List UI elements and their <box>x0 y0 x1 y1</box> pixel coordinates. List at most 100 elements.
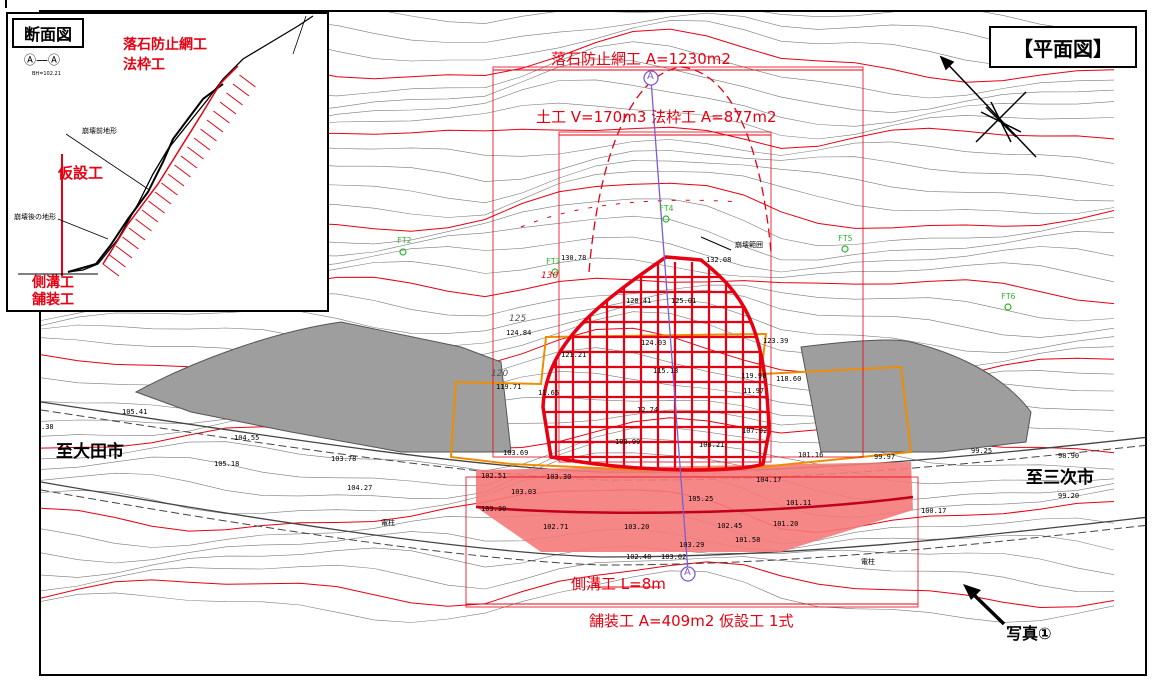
before-collapse-profile <box>67 15 314 273</box>
section-hatch-line <box>193 137 211 151</box>
section-label-temp: 仮設工 <box>58 164 104 182</box>
paving-area <box>476 462 913 552</box>
after-pointer <box>57 218 109 240</box>
section-hatch-line <box>226 92 243 106</box>
section-hatch-line <box>161 182 178 196</box>
section-sub: BH=102.21 <box>32 71 61 77</box>
elevation-label: 119.90 <box>741 372 767 380</box>
corner-tick <box>5 0 7 8</box>
elevation-label: 107.92 <box>742 427 768 435</box>
elevation-label: 104.55 <box>234 434 260 442</box>
gray-slope-area-right <box>800 339 1032 453</box>
road-edge-lower <box>41 481 1145 558</box>
elevation-label: 104.17 <box>756 476 782 484</box>
pin-label: FT2 <box>397 236 412 245</box>
section-marker-top-label: A <box>647 71 654 82</box>
pole-label: 電柱 <box>381 519 395 527</box>
section-label-before: 崩壊前地形 <box>82 127 117 135</box>
section-hatch-line <box>141 209 159 223</box>
elevation-label: 103.29 <box>679 541 705 549</box>
section-hatch-line <box>115 245 133 259</box>
section-hatch-line <box>174 164 191 178</box>
after-collapse-profile <box>67 83 224 273</box>
elevation-label: 99.97 <box>874 453 896 461</box>
elevation-label: 105.18 <box>214 460 240 468</box>
paving-label: 舗装工 A=409m2 仮設工 1式 <box>589 612 794 630</box>
elevation-label: 115.13 <box>653 367 679 375</box>
road-edge-lower-2 <box>41 489 1145 566</box>
elevation-label: 103.69 <box>503 449 529 457</box>
elevation-label: 98.90 <box>1058 452 1080 460</box>
elevation-label: 124.84 <box>506 329 532 337</box>
section-label-frame: 法枠工 <box>123 57 165 73</box>
section-marker-bottom-label: A <box>684 567 691 578</box>
section-inset: 断面図 Ⓐ—Ⓐ BH=102.21 落石防止網工 法枠工 崩壊前地形 仮設工 崩… <box>6 12 329 312</box>
pole-label: 電柱 <box>861 558 875 566</box>
plan-view-frame: 【平面図】 落石防止網工 A=1230m2 土工 V=170m3 法枠工 A=8… <box>39 10 1147 676</box>
elevation-label: 101.58 <box>735 536 761 544</box>
collapse-ticks <box>520 199 742 228</box>
elevation-label: 118.60 <box>776 375 802 383</box>
elevation-label: 105.25 <box>688 495 714 503</box>
elevation-label: 12.74 <box>637 406 659 414</box>
section-label-after: 崩壊後の地形 <box>14 213 56 221</box>
pin-label: FT6 <box>1001 292 1016 301</box>
contour-line <box>41 570 1115 623</box>
elevation-label: 101.16 <box>798 451 824 459</box>
collapse-pointer <box>700 236 732 251</box>
section-hatch-line <box>135 218 152 232</box>
section-net-line <box>102 65 239 265</box>
elevation-label: 132.08 <box>706 256 732 264</box>
section-hatch-line <box>200 128 217 142</box>
section-label-net: 落石防止網工 <box>123 37 207 53</box>
section-hatch-line <box>167 173 185 187</box>
elevation-label: 99.20 <box>1058 492 1080 500</box>
section-hatch-line <box>128 227 146 241</box>
elevation-label: 103.30 <box>546 473 572 481</box>
pin-label: FT3 <box>546 257 561 266</box>
photo-label: 写真① <box>1006 624 1052 643</box>
elevation-label: 103.20 <box>624 523 650 531</box>
top-line <box>292 15 307 55</box>
contour-label: 125 <box>509 314 527 324</box>
section-hatch-line <box>219 101 237 115</box>
elevation-label: 11.65 <box>538 389 560 397</box>
section-drawing <box>18 15 314 277</box>
elevation-label: 108.99 <box>615 438 641 446</box>
elevation-label: 130.78 <box>561 254 587 262</box>
elevation-label: 128.41 <box>626 297 652 305</box>
elevation-label: 105.41 <box>122 408 148 416</box>
elevation-label: 102.71 <box>543 523 569 531</box>
section-hatch-line <box>102 263 120 277</box>
section-hatch-line <box>232 83 250 97</box>
elevation-label: 103.02 <box>661 553 687 561</box>
collapse-arc <box>588 66 772 273</box>
elevation-label: 102.48 <box>626 553 652 561</box>
elevation-label: 104.27 <box>347 484 373 492</box>
section-marker-bottom <box>680 566 696 582</box>
contour-line <box>41 289 1115 338</box>
elevation-label: 125.01 <box>671 297 697 305</box>
elevation-label: 119.71 <box>496 383 522 391</box>
elevation-label: 11.97 <box>743 387 765 395</box>
paving-range-box <box>465 476 919 608</box>
section-id: Ⓐ—Ⓐ <box>24 53 61 67</box>
section-hatch-line <box>213 110 230 124</box>
ditch-label: 側溝工 L=8m <box>571 575 666 593</box>
road-centerline <box>475 495 914 514</box>
contour-line <box>41 437 1115 487</box>
plan-drawing <box>41 12 1145 626</box>
elevation-label: 123.39 <box>763 337 789 345</box>
section-hatch-line <box>148 200 165 214</box>
elevation-label: 101.11 <box>786 499 812 507</box>
net-label: 落石防止網工 A=1230m2 <box>551 50 731 68</box>
pin-label: FT4 <box>659 204 674 213</box>
contour-line <box>41 561 1115 609</box>
orange-outline-main <box>449 332 913 472</box>
contour-line <box>41 298 1115 354</box>
elevation-label: 99.25 <box>971 447 993 455</box>
elevation-label: 121.21 <box>561 351 587 359</box>
section-hatch-line <box>180 155 198 169</box>
pin-label: FT5 <box>838 234 853 243</box>
contour-label: 120 <box>491 369 509 379</box>
